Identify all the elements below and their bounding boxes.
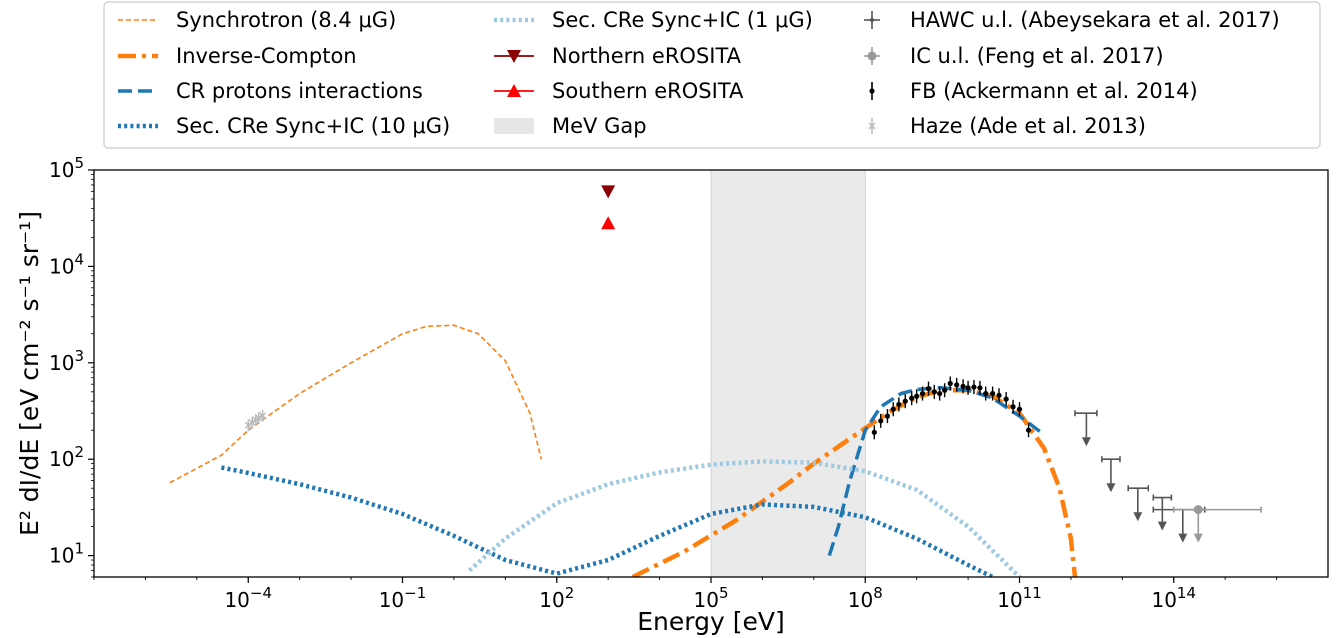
mev-gap-band-layer [710,170,866,577]
y-axis-ticks: 101 102 103 104 105 [49,154,94,578]
fb-point [914,389,920,404]
y-tick-label: 103 [49,347,84,375]
fb-point [925,381,932,396]
fb-point [1003,392,1009,407]
legend-item: IC u.l. (Feng et al. 2017) [864,44,1164,68]
fb-point [971,380,977,395]
legend: Synchrotron (8.4 μG) Inverse-Compton CR pr… [103,1,1321,149]
fb-point [931,384,937,399]
legend-item: MeV Gap [494,114,647,138]
series-cr-protons-interactions [827,386,1046,557]
x-tick-label: 102 [539,584,574,612]
legend-item: Southern eROSITA [494,79,744,103]
legend-label: Inverse-Compton [176,44,357,68]
fb-point [947,376,953,391]
marker-northern-erosita [601,185,616,199]
legend-label: Haze (Ade et al. 2013) [910,114,1146,138]
legend-item: Sec. CRe Sync+IC (1 μG) [494,8,813,32]
legend-label: CR protons interactions [176,79,423,103]
legend-swatch-southern-erosita [507,84,521,97]
legend-label: IC u.l. (Feng et al. 2017) [910,44,1164,68]
fb-point [960,379,966,394]
legend-label: Northern eROSITA [552,44,742,68]
legend-item: FB (Ackermann et al. 2014) [869,79,1198,103]
legend-swatch-haze [868,118,876,134]
legend-frame [103,1,1321,149]
x-tick-label: 108 [848,584,883,612]
upper-limit-hawc [1152,494,1173,531]
fb-point [878,413,884,428]
legend-swatch-northern-erosita [507,50,521,63]
x-axis-label: Energy [eV] [637,607,784,636]
fb-point [937,386,943,401]
band-mev-gap [710,170,866,577]
fb-point [909,391,915,406]
fb-point [954,377,960,392]
legend-label: FB (Ackermann et al. 2014) [910,79,1198,103]
y-tick-label: 102 [49,443,84,471]
fb-point [919,386,926,401]
marker-southern-erosita [601,216,616,230]
x-tick-label: 1014 [1151,584,1196,612]
fb-point [996,388,1002,403]
upper-limit-ic [1172,505,1262,543]
x-tick-label: 1011 [997,584,1042,612]
legend-label: Southern eROSITA [552,79,744,103]
fb-point [890,402,896,417]
series-layer [169,324,1078,577]
fb-point [871,425,877,440]
fb-point [977,380,983,395]
haze-point [244,419,252,432]
legend-swatch-fb [869,88,875,94]
x-tick-label: 10−1 [379,584,427,612]
x-tick-label: 105 [694,584,729,612]
legend-item: Sec. CRe Sync+IC (10 μG) [118,114,450,138]
fb-point [1016,402,1023,417]
fb-point [1010,399,1016,414]
legend-label: MeV Gap [552,114,647,138]
fb-point [990,386,996,401]
legend-label: Sec. CRe Sync+IC (1 μG) [552,8,813,32]
fb-point [902,394,908,409]
fb-point [983,386,989,401]
legend-item: HAWC u.l. (Abeysekara et al. 2017) [864,8,1280,32]
legend-swatch-ic [867,51,877,61]
haze-point [259,409,267,422]
upper-limit-hawc [1127,485,1150,522]
y-tick-label: 104 [49,250,84,278]
fb-point [896,397,902,412]
series-synchrotron-8-4-g [169,324,543,484]
fb-point [884,409,891,424]
series-sec-cre-sync-ic-10-g [220,465,994,577]
legend-swatch-hawc [870,18,874,22]
series-inverse-compton [631,387,1078,577]
points-layer [244,185,1262,543]
legend-swatch-mev-gap [494,118,534,134]
y-tick-label: 105 [49,154,84,182]
legend-item: Inverse-Compton [118,44,357,68]
upper-limit-hawc [1101,456,1121,493]
legend-item: CR protons interactions [118,79,423,103]
x-tick-label: 10−4 [224,584,272,612]
fb-point [965,380,971,395]
y-axis-label: E² dI/dE [eV cm⁻² s⁻¹ sr⁻¹] [15,211,44,536]
upper-limit-hawc [1074,410,1098,447]
legend-item: Haze (Ade et al. 2013) [868,114,1146,138]
legend-label: Synchrotron (8.4 μG) [176,8,396,32]
fb-point [942,383,948,398]
y-tick-label: 101 [49,540,84,568]
legend-item: Synchrotron (8.4 μG) [118,8,396,32]
fb-point [1025,423,1032,438]
haze-point [255,411,263,424]
legend-label: Sec. CRe Sync+IC (10 μG) [176,114,450,138]
legend-label: HAWC u.l. (Abeysekara et al. 2017) [910,8,1280,32]
legend-item: Northern eROSITA [494,44,742,68]
x-axis-ticks: 10−4 10−1 102 105 108 1011 1014 [93,577,1278,612]
